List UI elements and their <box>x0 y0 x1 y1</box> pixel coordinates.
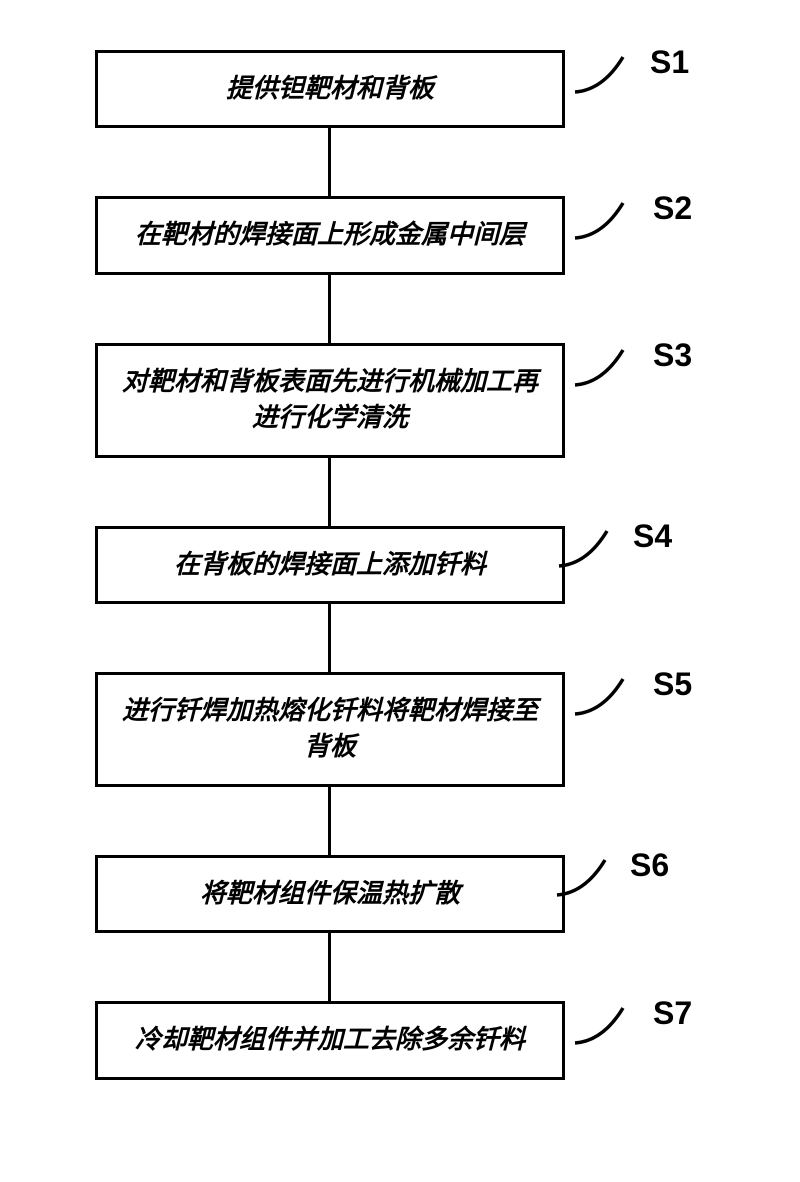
step-label-s7: S7 <box>653 995 692 1032</box>
step-container-s3: 对靶材和背板表面先进行机械加工再进行化学清洗 S3 <box>95 343 715 458</box>
step-box-s5: 进行钎焊加热熔化钎料将靶材焊接至背板 <box>95 672 565 787</box>
step-text-s5: 进行钎焊加热熔化钎料将靶材焊接至背板 <box>118 693 542 766</box>
step-container-s7: 冷却靶材组件并加工去除多余钎料 S7 <box>95 1001 715 1079</box>
step-text-s2: 在靶材的焊接面上形成金属中间层 <box>135 217 525 253</box>
step-container-s2: 在靶材的焊接面上形成金属中间层 S2 <box>95 196 715 274</box>
step-box-s6: 将靶材组件保温热扩散 <box>95 855 565 933</box>
connector-1 <box>328 128 331 196</box>
step-text-s3: 对靶材和背板表面先进行机械加工再进行化学清洗 <box>118 364 542 437</box>
arc-s7 <box>573 1003 628 1048</box>
step-label-s1: S1 <box>650 44 689 81</box>
arc-s6 <box>555 855 610 900</box>
step-text-s4: 在背板的焊接面上添加钎料 <box>174 547 486 583</box>
step-container-s5: 进行钎焊加热熔化钎料将靶材焊接至背板 S5 <box>95 672 715 787</box>
step-box-s3: 对靶材和背板表面先进行机械加工再进行化学清洗 <box>95 343 565 458</box>
step-text-s1: 提供钽靶材和背板 <box>226 71 434 107</box>
connector-2 <box>328 275 331 343</box>
step-label-s3: S3 <box>653 337 692 374</box>
step-label-s2: S2 <box>653 190 692 227</box>
step-text-s7: 冷却靶材组件并加工去除多余钎料 <box>135 1022 525 1058</box>
connector-5 <box>328 787 331 855</box>
step-container-s4: 在背板的焊接面上添加钎料 S4 <box>95 526 715 604</box>
step-box-s7: 冷却靶材组件并加工去除多余钎料 <box>95 1001 565 1079</box>
step-box-s1: 提供钽靶材和背板 <box>95 50 565 128</box>
step-label-s4: S4 <box>633 518 672 555</box>
step-box-s2: 在靶材的焊接面上形成金属中间层 <box>95 196 565 274</box>
step-container-s6: 将靶材组件保温热扩散 S6 <box>95 855 715 933</box>
arc-s1 <box>573 52 628 97</box>
step-box-s4: 在背板的焊接面上添加钎料 <box>95 526 565 604</box>
step-label-s6: S6 <box>630 847 669 884</box>
arc-s2 <box>573 198 628 243</box>
arc-s3 <box>573 345 628 390</box>
connector-3 <box>328 458 331 526</box>
connector-4 <box>328 604 331 672</box>
flowchart-container: 提供钽靶材和背板 S1 在靶材的焊接面上形成金属中间层 S2 对靶材和背板表面先… <box>95 50 715 1080</box>
step-text-s6: 将靶材组件保温热扩散 <box>200 876 460 912</box>
step-label-s5: S5 <box>653 666 692 703</box>
connector-6 <box>328 933 331 1001</box>
arc-s5 <box>573 674 628 719</box>
step-container-s1: 提供钽靶材和背板 S1 <box>95 50 715 128</box>
arc-s4 <box>557 526 612 571</box>
